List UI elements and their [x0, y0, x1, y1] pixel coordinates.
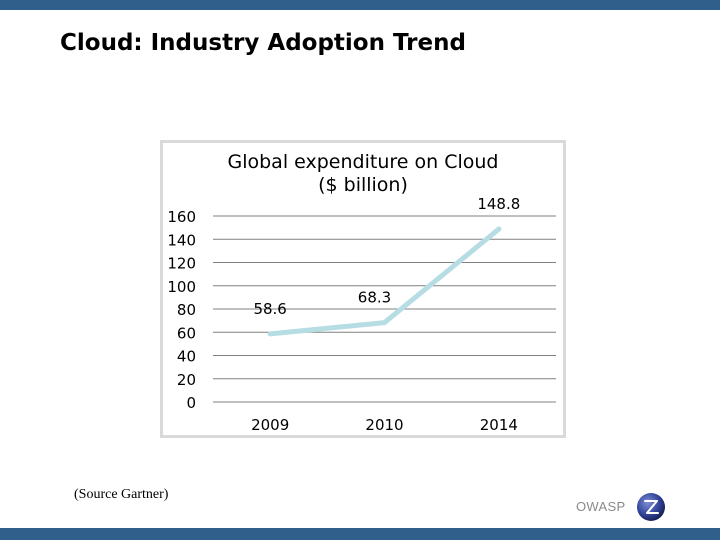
chart-frame [160, 140, 566, 438]
slide-title: Cloud: Industry Adoption Trend [60, 30, 466, 56]
x-tick-label: 2010 [365, 416, 403, 434]
owasp-logo-icon [637, 493, 665, 521]
y-tick-label: 140 [167, 231, 196, 249]
y-tick-label: 60 [177, 324, 196, 342]
data-label: 58.6 [253, 300, 286, 318]
brand-label: OWASP [576, 499, 626, 514]
top-accent-bar [0, 0, 720, 10]
y-tick-label: 0 [186, 394, 196, 412]
bottom-accent-bar [0, 528, 720, 540]
data-point [496, 226, 502, 232]
y-tick-label: 100 [167, 278, 196, 296]
chart-title-line: ($ billion) [318, 174, 408, 196]
data-point [267, 331, 273, 337]
chart-title-line: Global expenditure on Cloud [228, 151, 499, 173]
y-tick-label: 80 [177, 301, 196, 319]
source-note: (Source Gartner) [74, 487, 169, 502]
data-point [382, 320, 387, 326]
x-tick-label: 2009 [251, 416, 289, 434]
data-label: 68.3 [358, 289, 391, 307]
y-tick-label: 160 [167, 208, 196, 226]
y-tick-label: 120 [167, 255, 196, 273]
data-label: 148.8 [477, 195, 520, 213]
series-line [267, 226, 502, 337]
x-tick-label: 2014 [480, 416, 518, 434]
y-tick-label: 40 [177, 348, 196, 366]
y-tick-label: 20 [177, 371, 196, 389]
